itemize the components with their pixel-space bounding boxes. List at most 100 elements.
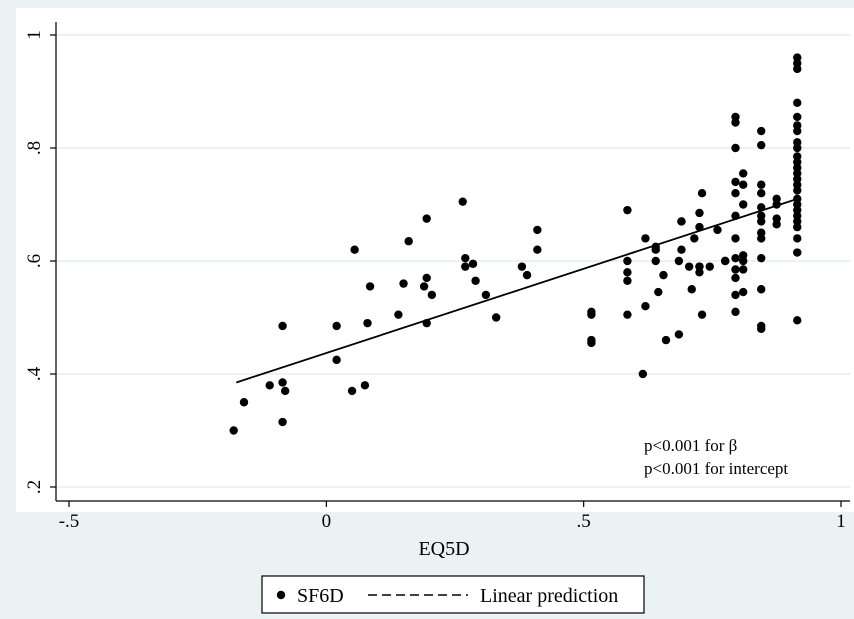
data-point-2 <box>265 381 274 390</box>
data-point-60 <box>695 222 704 232</box>
y-tick-label-3: .8 <box>24 141 45 155</box>
data-point-11 <box>360 381 370 390</box>
data-point-90 <box>757 140 766 150</box>
data-point-72 <box>731 143 740 153</box>
legend-marker-sf6d <box>276 590 286 600</box>
data-point-39 <box>623 268 632 277</box>
data-point-76 <box>731 234 740 243</box>
data-point-110 <box>793 112 802 122</box>
data-point-14 <box>394 310 403 319</box>
annotation-beta: p<0.001 for β <box>644 436 737 455</box>
data-point-18 <box>422 273 431 283</box>
data-point-49 <box>659 270 668 280</box>
data-point-15 <box>399 279 408 288</box>
grid <box>56 34 850 488</box>
data-point-59 <box>695 208 704 218</box>
data-point-66 <box>705 262 714 271</box>
data-point-24 <box>461 262 470 271</box>
data-point-8 <box>332 355 341 365</box>
data-point-98 <box>757 253 766 263</box>
data-point-78 <box>731 265 740 274</box>
data-point-16 <box>404 237 413 246</box>
data-point-95 <box>757 217 766 226</box>
data-point-6 <box>280 386 290 396</box>
data-point-83 <box>739 180 748 189</box>
ticks: .2 .4 .6 .8 1 -.5 0 .5 1 <box>24 30 846 532</box>
data-point-25 <box>468 259 478 269</box>
data-point-10 <box>350 245 359 254</box>
data-point-88 <box>739 287 748 297</box>
data-point-9 <box>347 386 357 396</box>
data-point-23 <box>461 253 470 263</box>
data-point-3 <box>278 378 287 387</box>
data-point-80 <box>731 290 740 300</box>
data-point-129 <box>793 248 802 257</box>
data-point-101 <box>757 324 766 333</box>
data-point-41 <box>623 310 632 319</box>
data-point-63 <box>695 268 704 277</box>
data-point-29 <box>517 262 527 271</box>
data-point-99 <box>757 285 766 294</box>
data-point-97 <box>757 234 766 243</box>
data-point-22 <box>458 197 467 206</box>
x-axis-title: EQ5D <box>418 538 469 560</box>
data-point-79 <box>731 273 740 283</box>
data-point-44 <box>641 302 650 311</box>
data-point-112 <box>793 126 802 136</box>
data-point-43 <box>641 234 650 243</box>
legend-label-sf6d: SF6D <box>297 585 344 607</box>
data-point-27 <box>481 290 491 300</box>
data-point-65 <box>697 189 707 198</box>
data-point-0 <box>229 426 238 435</box>
data-point-81 <box>731 307 740 317</box>
data-point-31 <box>533 245 542 254</box>
data-point-89 <box>757 126 766 136</box>
y-tick-label-1: .4 <box>24 366 45 381</box>
data-point-69 <box>721 256 730 266</box>
x-tick-label-2: .5 <box>577 511 591 532</box>
data-point-74 <box>731 189 740 198</box>
data-point-13 <box>365 282 375 291</box>
data-point-73 <box>731 177 740 187</box>
data-point-127 <box>793 222 802 232</box>
y-tick-label-4: 1 <box>24 30 45 40</box>
data-point-84 <box>739 200 748 209</box>
data-point-37 <box>623 205 632 215</box>
data-point-121 <box>793 186 802 195</box>
data-point-26 <box>471 276 480 285</box>
data-point-48 <box>654 287 663 297</box>
fit-line-group <box>235 197 798 384</box>
x-tick-label-0: -.5 <box>59 511 80 532</box>
data-point-17 <box>419 282 429 291</box>
data-point-1 <box>239 398 249 407</box>
data-point-28 <box>491 313 501 322</box>
x-tick-label-3: 1 <box>836 511 846 532</box>
data-point-92 <box>757 189 766 198</box>
data-point-40 <box>623 276 632 285</box>
linear-prediction-line <box>235 197 798 384</box>
data-point-108 <box>793 64 802 74</box>
data-point-109 <box>793 98 802 108</box>
data-point-38 <box>623 256 632 266</box>
data-point-128 <box>793 234 802 243</box>
data-point-56 <box>684 262 694 271</box>
data-point-36 <box>587 335 596 345</box>
data-point-7 <box>332 321 341 331</box>
data-point-34 <box>587 307 596 317</box>
data-point-114 <box>793 143 802 153</box>
data-point-105 <box>772 220 781 229</box>
data-point-21 <box>427 290 437 300</box>
data-point-71 <box>731 118 740 127</box>
data-point-64 <box>697 310 707 319</box>
data-point-52 <box>674 256 684 266</box>
legend: SF6D Linear prediction <box>261 575 645 614</box>
data-point-58 <box>690 234 699 243</box>
data-point-67 <box>713 225 722 235</box>
data-point-82 <box>739 169 748 178</box>
y-tick-label-2: .6 <box>24 254 45 268</box>
x-tick-label-1: 0 <box>322 511 332 532</box>
y-tick-label-0: .2 <box>24 480 45 494</box>
data-point-47 <box>651 256 660 266</box>
data-point-57 <box>687 285 696 294</box>
